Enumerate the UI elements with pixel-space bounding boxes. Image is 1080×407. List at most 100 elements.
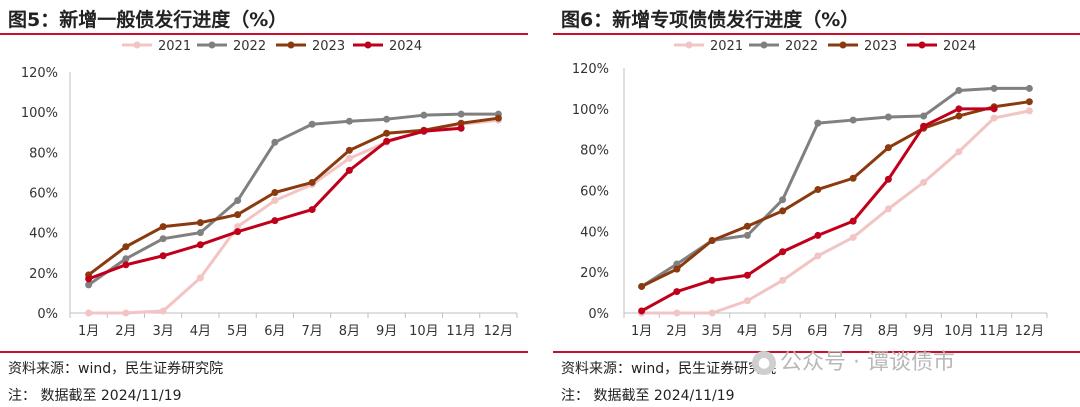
legend-marker-2022	[760, 41, 768, 49]
y-tick-label: 20%	[580, 266, 609, 281]
data-point-2023	[849, 174, 857, 182]
data-point-2023	[234, 211, 242, 219]
data-point-2021	[884, 205, 892, 213]
series-line-2022	[87, 112, 499, 287]
data-point-2021	[345, 154, 353, 162]
data-point-2021	[122, 309, 130, 317]
data-point-2023	[673, 265, 681, 273]
data-point-2024	[673, 288, 681, 296]
data-point-2022	[1025, 84, 1033, 92]
data-point-2023	[196, 219, 204, 227]
chart-panel-general-bond: 图5：新增一般债发行进度（%） 0% 20% 40% 60% 80% 100% 120% 1月…	[0, 9, 528, 404]
data-point-2022	[122, 255, 130, 263]
data-point-2022	[420, 111, 428, 119]
legend-label-2023: 2023	[312, 39, 345, 54]
data-point-2023	[1025, 98, 1033, 106]
data-point-2021	[708, 309, 716, 317]
legend-marker-2024	[918, 41, 926, 49]
source-note: 资料来源：wind，民生证券研究院	[561, 361, 777, 377]
legend-label-2024: 2024	[943, 39, 976, 54]
x-tick-label: 2月	[666, 324, 687, 339]
chart-title: 图5：新增一般债发行进度（%）	[8, 9, 288, 31]
data-point-2021	[85, 309, 93, 317]
legend-marker-2022	[208, 41, 216, 49]
data-point-2024	[920, 122, 928, 130]
x-tick-label: 7月	[842, 324, 863, 339]
data-point-2023	[271, 189, 279, 196]
data-point-2022	[345, 117, 353, 125]
data-point-2021	[271, 197, 279, 205]
series-line-2023	[87, 116, 499, 277]
data-point-2022	[673, 260, 681, 268]
data-point-2023	[345, 146, 353, 154]
x-tick-label: 6月	[807, 324, 828, 339]
x-tick-label: 11月	[979, 324, 1009, 339]
legend-label-2021: 2021	[158, 39, 191, 54]
y-tick-label: 100%	[572, 103, 609, 118]
legend-label-2021: 2021	[710, 39, 743, 54]
x-tick-label: 10月	[944, 324, 974, 339]
cutoff-note: 注： 数据截至 2024/11/19	[561, 388, 735, 404]
data-point-2021	[234, 223, 242, 231]
data-point-2024	[196, 241, 204, 249]
data-point-2024	[955, 105, 963, 113]
series-line-2023	[640, 100, 1030, 288]
x-tick-label: 4月	[737, 324, 758, 339]
footer-divider	[0, 351, 528, 353]
legend-marker-2023	[839, 41, 847, 49]
y-tick-label: 40%	[580, 225, 609, 240]
x-tick-label: 1月	[78, 324, 99, 339]
data-point-2023	[955, 112, 963, 120]
data-point-2022	[457, 110, 465, 118]
title-divider	[553, 33, 1080, 35]
data-point-2024	[159, 252, 167, 260]
data-point-2023	[122, 243, 130, 251]
data-point-2023	[779, 207, 787, 215]
chart-panel-special-bond: 图6：新增专项债债发行进度（%） 0% 20% 40% 60% 80% 100% 120% 1…	[553, 0, 1080, 407]
x-tick-label: 5月	[772, 324, 793, 339]
data-point-2024	[308, 206, 316, 214]
y-tick-label: 80%	[580, 144, 609, 159]
data-point-2021	[159, 307, 167, 315]
y-tick-label: 60%	[29, 187, 58, 202]
y-tick-label: 40%	[29, 227, 58, 242]
legend-marker-2023	[287, 41, 295, 49]
data-point-2023	[708, 237, 716, 245]
data-point-2022	[271, 138, 279, 146]
y-tick-label: 0%	[588, 307, 609, 322]
line-chart-special-bond: 0% 20% 40% 60% 80% 100% 120% 1月 2月 3月 4月 5月 6月 7月 8月 9月…	[572, 39, 1048, 339]
data-point-2023	[814, 185, 822, 193]
data-point-2023	[383, 129, 391, 137]
data-point-2022	[85, 281, 93, 289]
data-point-2022	[234, 197, 242, 205]
cutoff-note: 注： 数据截至 2024/11/19	[8, 388, 182, 404]
data-point-2022	[849, 116, 857, 124]
data-point-2023	[884, 144, 892, 152]
data-point-2024	[383, 137, 391, 145]
data-point-2024	[271, 217, 279, 225]
x-tick-label: 2月	[115, 324, 136, 339]
data-point-2022	[814, 119, 822, 127]
x-tick-label: 7月	[301, 324, 322, 339]
x-tick-label: 9月	[913, 324, 934, 339]
data-point-2022	[196, 229, 204, 237]
data-point-2024	[779, 248, 787, 256]
y-tick-label: 20%	[29, 267, 58, 282]
data-point-2024	[122, 261, 130, 269]
data-point-2024	[743, 271, 751, 279]
data-point-2021	[1025, 107, 1033, 115]
legend-label-2024: 2024	[389, 39, 422, 54]
data-point-2023	[457, 119, 465, 127]
data-point-2022	[159, 235, 167, 243]
y-tick-label: 120%	[572, 62, 609, 77]
data-point-2022	[383, 115, 391, 123]
data-point-2024	[420, 127, 428, 135]
data-point-2023	[308, 178, 316, 186]
legend-marker-2021	[133, 41, 141, 49]
x-tick-label: 8月	[339, 324, 360, 339]
legend-label-2022: 2022	[785, 39, 818, 54]
x-tick-label: 3月	[152, 324, 173, 339]
data-point-2024	[234, 228, 242, 236]
x-tick-label: 9月	[376, 324, 397, 339]
data-point-2024	[85, 275, 93, 283]
